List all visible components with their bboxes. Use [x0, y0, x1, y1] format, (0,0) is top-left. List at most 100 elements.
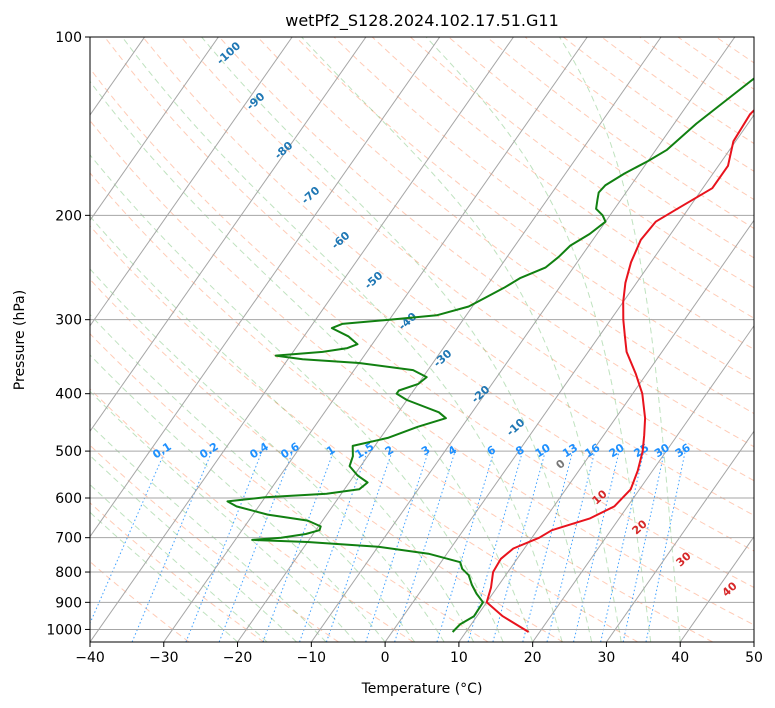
x-tick-label: 20: [524, 650, 542, 666]
moist-adiabat-label: -50: [362, 269, 386, 292]
dry-adiabat: [448, 37, 754, 259]
moist-adiabat-label: 30: [674, 549, 694, 569]
isotherm: [237, 37, 662, 642]
isotherm: [90, 37, 219, 222]
dewpoint-line: [226, 77, 754, 633]
moist-adiabat-label: 10: [590, 487, 610, 507]
x-tick-label: −20: [223, 650, 253, 666]
plot-frame: [89, 36, 755, 643]
mixing-ratio-label: 13: [560, 441, 580, 460]
isotherm: [90, 37, 367, 433]
moist-adiabat-label: -20: [469, 383, 493, 406]
mixing-ratio-line: [262, 450, 335, 642]
moist-adiabat: [90, 154, 504, 642]
moist-adiabat: [425, 37, 652, 642]
moist-adiabat: [201, 37, 593, 642]
dry-adiabat: [257, 37, 754, 415]
moist-adiabat-label: -90: [244, 90, 268, 113]
isotherm: [458, 219, 754, 642]
moist-adiabat-label: -40: [396, 310, 420, 333]
y-tick-label: 200: [55, 208, 82, 224]
mixing-ratio-line: [600, 450, 645, 642]
moist-adiabat: [559, 37, 681, 642]
moist-adiabat-label: 20: [630, 517, 650, 537]
isotherm: [0, 37, 71, 642]
isotherm: [90, 37, 514, 642]
dry-adiabat: [90, 278, 564, 642]
moist-adiabat-label: 40: [720, 579, 740, 599]
moist-adiabat: [121, 37, 563, 642]
x-tick-label: 40: [671, 650, 689, 666]
isotherm: [606, 430, 754, 642]
chart-title: wetPf2_S128.2024.102.17.51.G11: [285, 11, 559, 31]
isotherm: [753, 641, 754, 642]
x-tick-label: 10: [450, 650, 468, 666]
dry-adiabat: [180, 37, 754, 482]
dry-adiabat: [90, 225, 639, 642]
dry-adiabat: [142, 37, 754, 516]
dry-adiabat: [486, 37, 754, 230]
dry-adiabat: [639, 37, 754, 117]
dry-adiabat: [90, 444, 339, 642]
moist-adiabat-label: -10: [504, 416, 528, 439]
dry-adiabat: [333, 37, 754, 350]
dry-adiabat: [218, 37, 754, 448]
isotherm: [310, 37, 736, 642]
dry-adiabat: [410, 37, 754, 289]
moist-adiabat: [90, 354, 386, 642]
mixing-ratio-label: 16: [582, 441, 602, 460]
dry-adiabat: [90, 561, 190, 642]
mixing-ratio-line: [394, 450, 456, 642]
y-tick-label: 500: [55, 444, 82, 460]
y-tick-label: 700: [55, 531, 82, 547]
mixing-ratio-line: [645, 451, 686, 642]
moist-adiabat-label: -100: [214, 39, 243, 67]
isotherm: [384, 114, 754, 642]
mixing-ratio-line: [185, 450, 263, 642]
mixing-ratio-line: [622, 450, 665, 642]
mixing-ratio-line: [90, 450, 166, 625]
dry-adiabat: [90, 502, 265, 642]
dry-adiabat: [90, 67, 754, 589]
x-tick-label: −30: [149, 650, 179, 666]
y-tick-label: 1000: [46, 622, 82, 638]
moist-adiabat: [90, 215, 475, 642]
dry-adiabat: [524, 37, 754, 201]
mixing-ratio-line: [325, 450, 393, 642]
moist-adiabat: [90, 423, 327, 642]
dry-adiabat: [90, 119, 754, 626]
mixing-ratio-line: [299, 450, 368, 642]
mixing-ratio-label: 0.1: [150, 440, 173, 461]
isotherm: [532, 324, 754, 642]
y-axis-label: Pressure (hPa): [12, 290, 28, 390]
dry-adiabat: [90, 333, 489, 642]
y-tick-label: 900: [55, 595, 82, 611]
moist-adiabat: [90, 80, 534, 642]
y-tick-label: 800: [55, 565, 82, 581]
mixing-ratio-label: 0.2: [197, 440, 220, 461]
mixing-ratio-line: [131, 450, 213, 642]
isotherm: [679, 535, 754, 642]
moist-adiabat: [301, 37, 622, 642]
isotherm: [163, 37, 588, 642]
mixing-ratio-line: [492, 450, 546, 642]
mixing-ratio-label: 10: [533, 441, 553, 460]
dry-adiabat: [754, 37, 775, 642]
moist-adiabat: [90, 454, 297, 642]
isotherm: [90, 37, 441, 538]
y-tick-label: 300: [55, 313, 82, 329]
mixing-ratio-label: 0.4: [247, 440, 271, 462]
dry-adiabat: [371, 37, 754, 319]
x-axis: −40 −30 −20 −10 0 10 20 30 40 50: [75, 642, 763, 666]
x-tick-label: 0: [381, 650, 390, 666]
y-tick-label: 100: [55, 30, 82, 46]
moist-adiabat-label: -60: [329, 229, 353, 252]
dry-adiabat: [104, 37, 754, 552]
moist-adiabat: [90, 483, 268, 642]
x-tick-label: 30: [598, 650, 616, 666]
dry-adiabat: [90, 172, 713, 642]
moist-adiabat-label: -30: [431, 347, 455, 370]
mixing-ratio-line: [365, 450, 429, 642]
mixing-ratio-label: 20: [607, 441, 627, 460]
